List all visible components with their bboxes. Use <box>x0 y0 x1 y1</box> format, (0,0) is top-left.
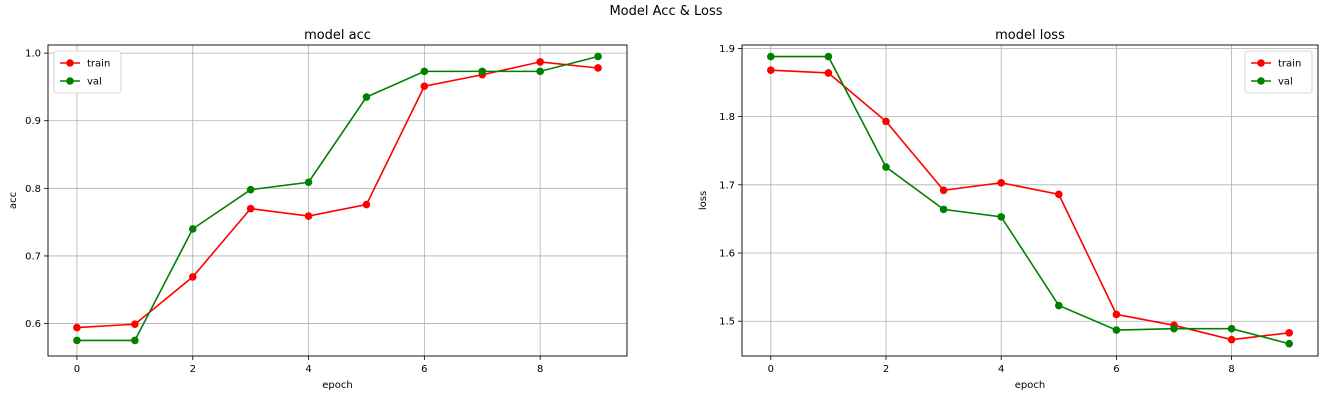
x-tick-label: 4 <box>998 364 1004 375</box>
data-point-train <box>1285 329 1293 337</box>
data-point-train <box>824 69 833 77</box>
data-point-val <box>882 163 890 171</box>
series-line-train <box>770 69 1290 341</box>
data-point-train <box>73 323 81 332</box>
legend: train val <box>1244 50 1313 94</box>
data-point-val <box>1055 301 1063 310</box>
data-point-val <box>362 93 371 101</box>
data-point-train <box>767 66 775 75</box>
grid <box>48 45 627 356</box>
data-point-train <box>188 273 197 281</box>
x-tick-label: 2 <box>883 364 889 375</box>
data-point-train <box>246 204 255 213</box>
data-point-val <box>1285 339 1293 348</box>
x-axis-label: epoch <box>322 380 352 391</box>
data-point-val <box>478 67 487 76</box>
series-train <box>767 66 1293 344</box>
legend: train val <box>53 50 122 94</box>
data-point-train <box>997 178 1005 187</box>
y-tick-label: 1.0 <box>25 49 41 60</box>
data-point-train <box>594 64 602 72</box>
x-tick-label: 6 <box>1113 364 1119 375</box>
chart-model-loss: model loss 0 2 4 6 8 1.5 1.6 1.7 1.8 1.9 epoch loss t… <box>698 28 1319 391</box>
chart-title: model acc <box>304 28 371 43</box>
data-point-val <box>246 185 255 194</box>
y-tick-label: 0.6 <box>25 319 41 330</box>
plot-frame <box>741 44 1319 357</box>
x-tick-label: 8 <box>1228 364 1234 375</box>
data-point-val <box>131 336 139 345</box>
x-tick-label: 2 <box>190 364 196 375</box>
x-tick-label: 0 <box>768 364 774 375</box>
data-point-val <box>594 52 602 61</box>
y-tick-label: 1.7 <box>719 180 735 191</box>
y-axis-label: acc <box>8 192 19 209</box>
data-point-train <box>1055 190 1063 199</box>
y-tick-label: 1.6 <box>719 249 735 260</box>
data-point-val <box>304 178 313 187</box>
y-tick-label: 0.9 <box>25 116 41 127</box>
legend-label-val: val <box>1278 77 1293 88</box>
series-val <box>767 52 1293 348</box>
chart-model-acc: model acc 0 2 4 6 8 0.6 0.7 0.8 0.9 1.0 epoch acc tra… <box>8 28 628 391</box>
data-point-val <box>824 52 833 61</box>
series-val <box>73 52 602 345</box>
grid <box>742 45 1318 356</box>
y-axis-label: loss <box>698 191 709 210</box>
data-point-val <box>188 225 197 233</box>
y-tick-label: 0.8 <box>25 184 41 195</box>
data-point-train <box>131 320 139 329</box>
data-point-train <box>362 200 371 209</box>
series-line-val <box>770 55 1290 345</box>
data-point-val <box>997 213 1005 221</box>
legend-marker-train <box>66 59 74 67</box>
plot-frame <box>47 44 628 357</box>
series-train <box>73 58 602 332</box>
data-point-train <box>939 186 948 195</box>
chart-title: model loss <box>995 28 1065 43</box>
legend-marker-train <box>1257 59 1265 67</box>
legend-marker-val <box>66 77 74 85</box>
data-point-val <box>1112 326 1121 334</box>
data-point-train <box>536 58 544 66</box>
x-tick-label: 0 <box>74 364 80 375</box>
x-axis-label: epoch <box>1015 380 1045 391</box>
data-point-train <box>420 82 429 91</box>
data-point-val <box>73 336 81 345</box>
legend-label-val: val <box>87 77 102 88</box>
x-tick-label: 6 <box>421 364 427 375</box>
data-point-train <box>1112 310 1121 319</box>
figure-title: Model Acc & Loss <box>609 4 723 19</box>
y-tick-label: 1.8 <box>719 112 735 123</box>
y-tick-label: 1.9 <box>719 44 735 55</box>
series-line-train <box>76 61 599 329</box>
x-tick-label: 4 <box>305 364 311 375</box>
x-tick-label: 8 <box>537 364 543 375</box>
data-point-val <box>1227 324 1236 333</box>
legend-label-train: train <box>1278 59 1301 70</box>
data-point-train <box>882 117 890 126</box>
series-line-val <box>76 55 599 342</box>
data-point-val <box>536 67 544 76</box>
legend-label-train: train <box>87 59 110 70</box>
data-point-val <box>767 52 775 61</box>
data-point-train <box>304 212 313 220</box>
y-tick-label: 0.7 <box>25 251 41 262</box>
data-point-val <box>420 67 429 76</box>
data-point-val <box>939 205 948 214</box>
data-point-train <box>1227 335 1236 344</box>
legend-marker-val <box>1257 77 1265 85</box>
y-tick-label: 1.5 <box>719 317 735 328</box>
data-point-val <box>1170 324 1178 333</box>
